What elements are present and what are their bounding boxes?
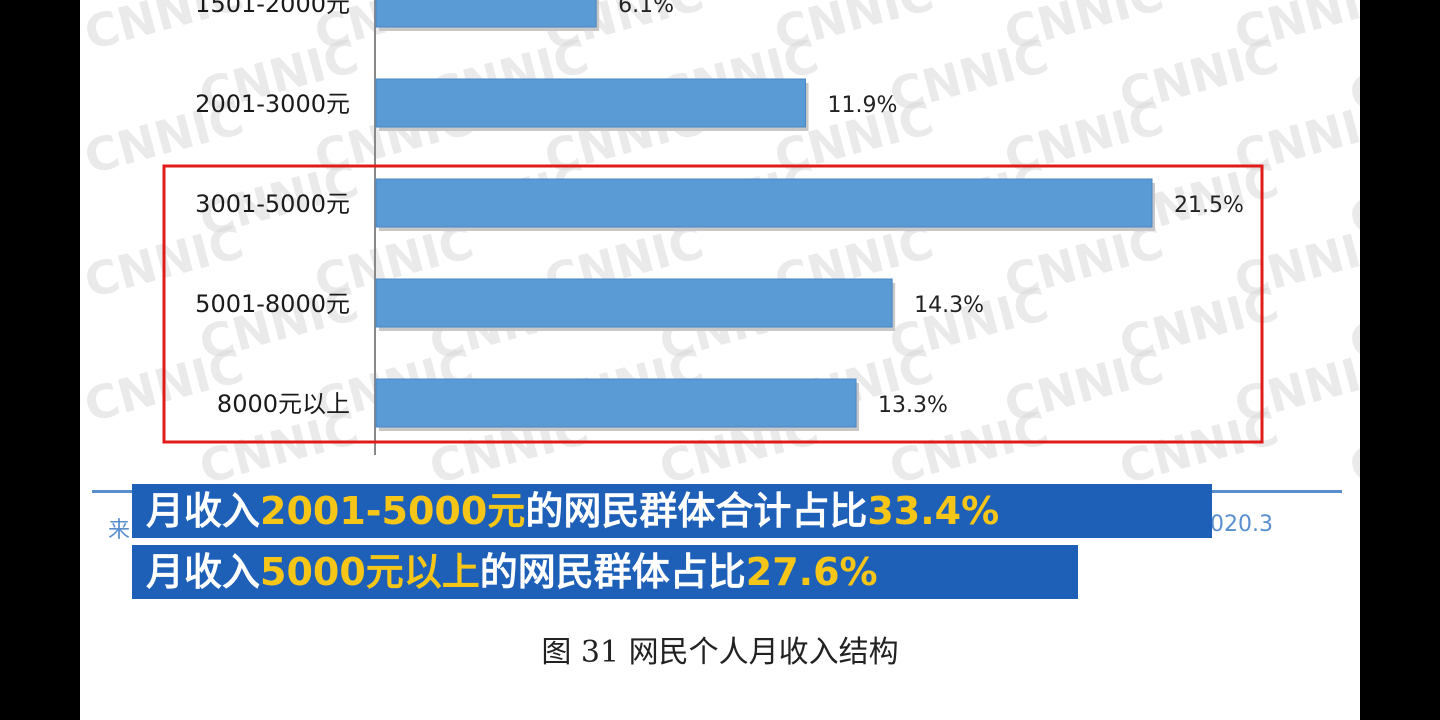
value-label-3: 14.3% <box>914 293 984 318</box>
value-label-2: 21.5% <box>1174 193 1244 218</box>
banner-2-prefix: 月收入 <box>146 550 261 594</box>
category-label-1: 2001-3000元 <box>195 90 350 118</box>
category-label-0: 1501-2000元 <box>195 0 350 18</box>
bar-0 <box>375 0 597 28</box>
category-label-3: 5001-8000元 <box>195 290 350 318</box>
watermark-text-46: CNNIC <box>1114 401 1284 495</box>
banner-2-middle: 的网民群体占比 <box>479 550 746 594</box>
bar-3 <box>375 278 893 328</box>
banner-1-prefix: 月收入 <box>146 489 261 533</box>
source-note: 来 <box>108 518 131 543</box>
category-label-2: 3001-5000元 <box>195 190 350 218</box>
banner-1-middle: 的网民群体合计占比 <box>525 489 868 533</box>
banner-1-highlight-range: 2001-5000元 <box>260 489 526 533</box>
banner-1-highlight-value: 33.4% <box>867 489 1000 533</box>
banner-2-highlight-value: 27.6% <box>745 550 878 594</box>
summary-banner-2: 月收入5000元以上的网民群体占比27.6% <box>132 545 1078 599</box>
figure-caption: 图 31 网民个人月收入结构 <box>541 635 899 670</box>
bar-4 <box>375 378 857 428</box>
category-label-4: 8000元以上 <box>217 390 350 418</box>
banner-2-highlight-range: 5000元以上 <box>260 550 480 594</box>
watermark-text-47: CNNIC <box>1344 401 1360 495</box>
summary-banner-1: 月收入2001-5000元的网民群体合计占比33.4% <box>132 484 1212 538</box>
value-label-4: 13.3% <box>878 393 948 418</box>
value-label-1: 11.9% <box>828 93 898 118</box>
chart-frame: CNNIC CNNIC CNNIC CNNIC CNNIC CNNIC CNNIC CNNIC… <box>80 0 1360 720</box>
highlight-box <box>162 164 1264 444</box>
value-label-0: 6.1% <box>618 0 674 18</box>
bar-1 <box>375 78 807 128</box>
source-date: 020.3 <box>1210 512 1273 537</box>
bar-2 <box>375 178 1153 228</box>
